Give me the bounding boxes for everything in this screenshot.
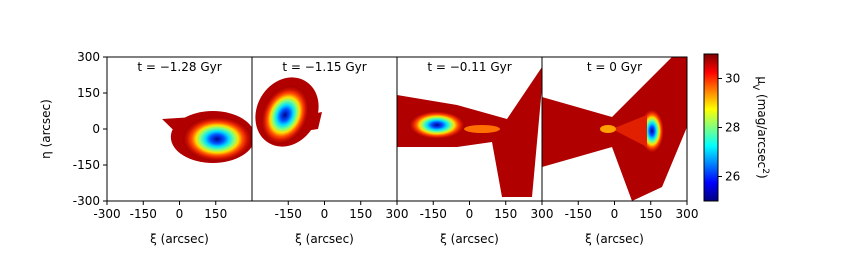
- x-tick-label: 0: [321, 207, 329, 221]
- colorbar-label-part: μ: [755, 76, 769, 84]
- density: [542, 57, 687, 201]
- colorbar-label-part: V: [750, 84, 760, 91]
- panel-title: t = 0 Gyr: [587, 60, 642, 74]
- x-tick-label: 300: [676, 207, 699, 221]
- x-tick-label: 150: [494, 207, 517, 221]
- colorbar-tick-label: 26: [725, 170, 740, 184]
- colorbar: [703, 53, 719, 202]
- core: [261, 86, 309, 144]
- x-tick-label: 150: [349, 207, 372, 221]
- x-tick-label: 300: [386, 207, 409, 221]
- panel-title: t = −0.11 Gyr: [427, 60, 511, 74]
- x-tick-label: 0: [466, 207, 474, 221]
- density: [162, 111, 252, 163]
- x-tick-label: 0: [176, 207, 184, 221]
- density-map: [542, 57, 687, 201]
- y-tick-label: -150: [73, 158, 100, 172]
- x-tick-label: -150: [130, 207, 157, 221]
- x-tick-label: 150: [204, 207, 227, 221]
- x-tick-label: 0: [611, 207, 619, 221]
- fan: [612, 115, 647, 147]
- x-axis-label: ξ (arcsec): [585, 232, 644, 246]
- colorbar-tick-label: 30: [725, 72, 740, 86]
- stream: [397, 67, 542, 197]
- x-tick-label: -150: [420, 207, 447, 221]
- core: [409, 111, 465, 139]
- panel-title: t = −1.15 Gyr: [282, 60, 366, 74]
- x-axis-label: ξ (arcsec): [440, 232, 499, 246]
- density: [397, 67, 542, 197]
- x-tick-label: 150: [639, 207, 662, 221]
- density: [255, 77, 322, 147]
- density-map: [255, 77, 322, 147]
- y-tick-label: 150: [77, 86, 100, 100]
- knot: [464, 125, 500, 133]
- y-tick-label: 300: [77, 50, 100, 64]
- x-tick-label: 300: [531, 207, 554, 221]
- core: [183, 117, 252, 161]
- x-tick-label: -150: [565, 207, 592, 221]
- y-axis-label: η (arcsec): [39, 99, 53, 159]
- colorbar-label-part: 2: [760, 168, 770, 174]
- panel-title: t = −1.28 Gyr: [137, 60, 221, 74]
- x-tick-label: -150: [275, 207, 302, 221]
- colorbar-label-part: (mag/arcsec: [755, 90, 769, 168]
- y-tick-label: -300: [73, 194, 100, 208]
- y-tick-label: 0: [92, 122, 100, 136]
- colorbar-label-part: ): [755, 174, 769, 179]
- knot: [600, 125, 616, 133]
- colorbar-tick-label: 28: [725, 121, 740, 135]
- x-axis-label: ξ (arcsec): [295, 232, 354, 246]
- x-axis-label: ξ (arcsec): [150, 232, 209, 246]
- colorbar-label: μV (mag/arcsec2): [750, 76, 770, 178]
- density-map: [397, 67, 542, 197]
- tail: [162, 117, 194, 133]
- x-tick-label: -300: [93, 207, 120, 221]
- density-map: [162, 111, 252, 163]
